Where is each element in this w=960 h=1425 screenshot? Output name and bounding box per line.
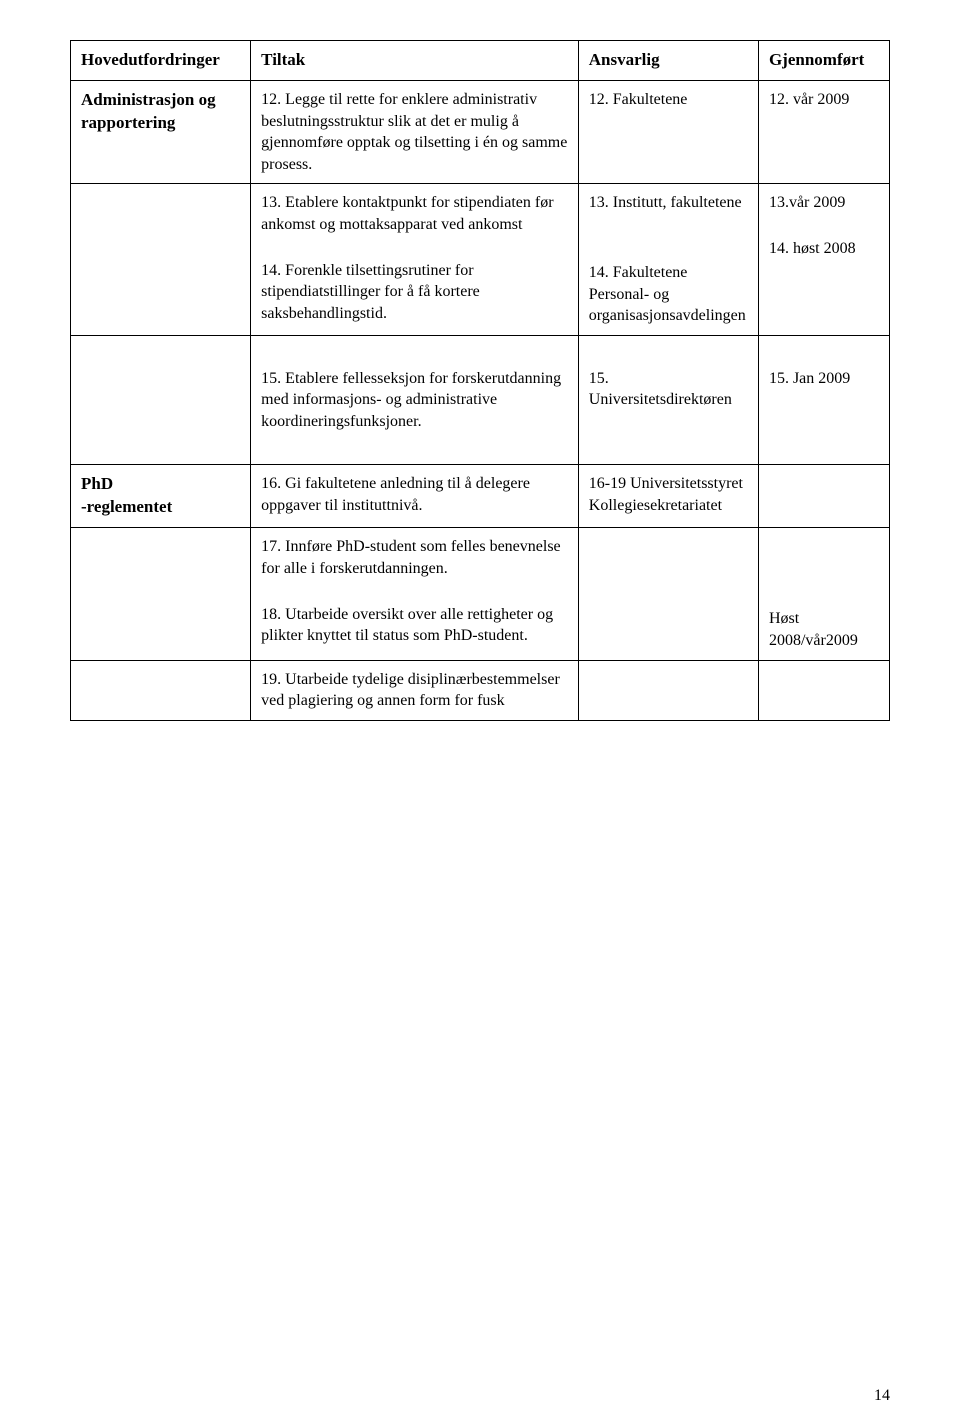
gjennomfort-cell-empty — [758, 660, 889, 720]
spacer — [769, 536, 879, 560]
table-header-row: Hovedutfordringer Tiltak Ansvarlig Gjenn… — [71, 41, 890, 81]
gjennomfort-14: 14. høst 2008 — [769, 238, 879, 260]
spacer — [589, 214, 748, 238]
ansvarlig-cell: 13. Institutt, fakultetene 14. Fakultete… — [578, 184, 758, 335]
category-cell-empty — [71, 184, 251, 335]
gjennomfort-cell: Høst 2008/vår2009 — [758, 528, 889, 660]
table-row: 17. Innføre PhD-student som felles benev… — [71, 528, 890, 660]
category-label: Administrasjon og rapportering — [81, 90, 216, 132]
tiltak-14: 14. Forenkle tilsettingsrutiner for stip… — [261, 260, 568, 325]
ansvarlig-cell-empty — [578, 660, 758, 720]
ansvarlig-13: 13. Institutt, fakultetene — [589, 192, 748, 214]
gjennomfort-cell: 15. Jan 2009 — [758, 335, 889, 465]
header-hovedutfordringer: Hovedutfordringer — [71, 41, 251, 81]
category-label: PhD -reglementet — [81, 474, 172, 516]
header-tiltak: Tiltak — [251, 41, 579, 81]
spacer — [769, 214, 879, 238]
spacer — [769, 584, 879, 608]
tiltak-18: 18. Utarbeide oversikt over alle rettigh… — [261, 604, 568, 647]
table-row: 13. Etablere kontaktpunkt for stipendiat… — [71, 184, 890, 335]
ansvarlig-16-19: 16-19 Universitetsstyret Kollegiesekreta… — [589, 473, 748, 516]
table-row: 19. Utarbeide tydelige disiplinærbestemm… — [71, 660, 890, 720]
gjennomfort-host: Høst 2008/vår2009 — [769, 608, 879, 651]
tiltak-19: 19. Utarbeide tydelige disiplinærbestemm… — [261, 669, 568, 712]
spacer — [769, 560, 879, 584]
spacer — [261, 236, 568, 260]
gjennomfort-13: 13.vår 2009 — [769, 192, 879, 214]
category-cell-empty — [71, 335, 251, 465]
table-row: 15. Etablere fellesseksjon for forskerut… — [71, 335, 890, 465]
tiltak-17: 17. Innføre PhD-student som felles benev… — [261, 536, 568, 579]
gjennomfort-cell: 12. vår 2009 — [758, 80, 889, 183]
tiltak-15: 15. Etablere fellesseksjon for forskerut… — [261, 368, 568, 433]
spacer — [261, 580, 568, 604]
gjennomfort-cell-empty — [758, 465, 889, 528]
category-cell-empty — [71, 660, 251, 720]
page-container: Hovedutfordringer Tiltak Ansvarlig Gjenn… — [0, 0, 960, 1425]
spacer — [589, 238, 748, 262]
tiltak-13: 13. Etablere kontaktpunkt for stipendiat… — [261, 192, 568, 235]
tiltak-cell: 12. Legge til rette for enklere administ… — [251, 80, 579, 183]
tiltak-cell: 16. Gi fakultetene anledning til å deleg… — [251, 465, 579, 528]
ansvarlig-cell: 16-19 Universitetsstyret Kollegiesekreta… — [578, 465, 758, 528]
page-number: 14 — [874, 1387, 890, 1405]
tiltak-cell: 17. Innføre PhD-student som felles benev… — [251, 528, 579, 660]
gjennomfort-15: 15. Jan 2009 — [769, 368, 879, 390]
ansvarlig-14: 14. Fakultetene Personal- og organisasjo… — [589, 262, 748, 327]
table-row: PhD -reglementet 16. Gi fakultetene anle… — [71, 465, 890, 528]
gjennomfort-cell: 13.vår 2009 14. høst 2008 — [758, 184, 889, 335]
table-row: Administrasjon og rapportering 12. Legge… — [71, 80, 890, 183]
category-cell: Administrasjon og rapportering — [71, 80, 251, 183]
header-gjennomfort: Gjennomført — [758, 41, 889, 81]
spacer — [261, 344, 568, 368]
spacer — [769, 344, 879, 368]
ansvarlig-cell: 12. Fakultetene — [578, 80, 758, 183]
tiltak-cell: 13. Etablere kontaktpunkt for stipendiat… — [251, 184, 579, 335]
tiltak-cell: 15. Etablere fellesseksjon for forskerut… — [251, 335, 579, 465]
spacer — [261, 432, 568, 456]
header-ansvarlig: Ansvarlig — [578, 41, 758, 81]
category-cell-empty — [71, 528, 251, 660]
ansvarlig-cell-empty — [578, 528, 758, 660]
category-cell: PhD -reglementet — [71, 465, 251, 528]
main-table: Hovedutfordringer Tiltak Ansvarlig Gjenn… — [70, 40, 890, 721]
ansvarlig-15: 15. Universitetsdirektøren — [589, 368, 748, 411]
ansvarlig-cell: 15. Universitetsdirektøren — [578, 335, 758, 465]
tiltak-cell: 19. Utarbeide tydelige disiplinærbestemm… — [251, 660, 579, 720]
tiltak-16: 16. Gi fakultetene anledning til å deleg… — [261, 473, 568, 516]
spacer — [589, 344, 748, 368]
